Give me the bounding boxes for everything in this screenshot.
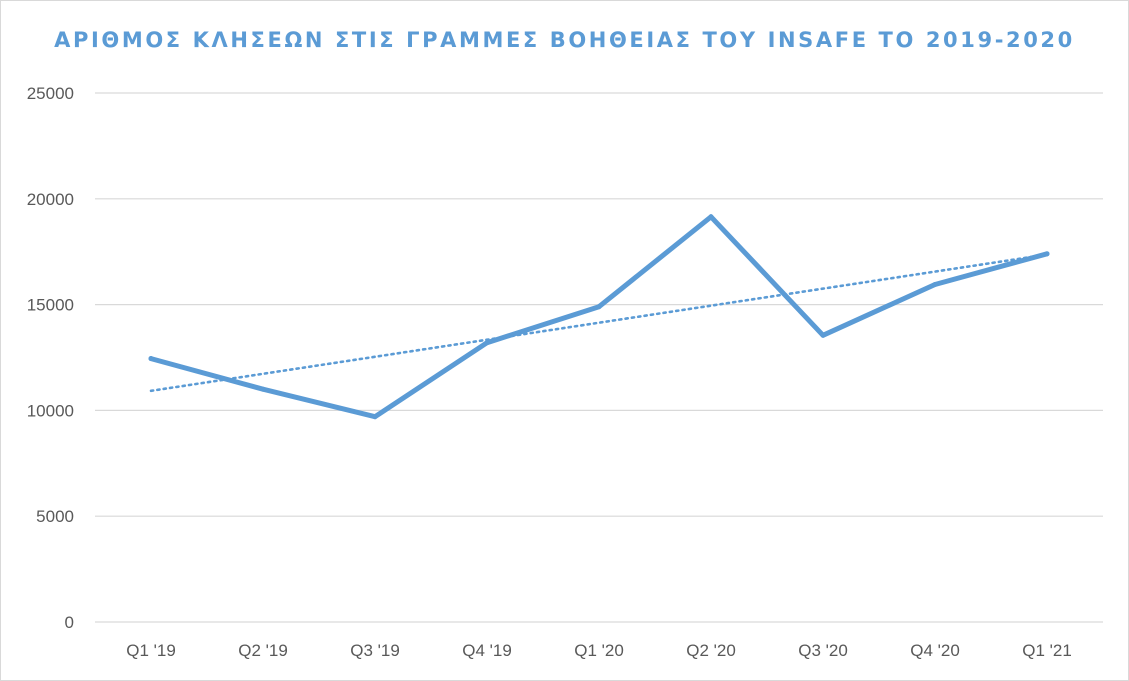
series-line xyxy=(148,214,1050,420)
data-point xyxy=(932,281,938,287)
y-tick-label: 15000 xyxy=(27,296,74,315)
chart-title: ΑΡΙΘΜΟΣ ΚΛΗΣΕΩΝ ΣΤΙΣ ΓΡΑΜΜΕΣ ΒΟΗΘΕΙΑΣ ΤΟ… xyxy=(54,28,1075,52)
x-tick-label: Q3 '19 xyxy=(350,641,400,660)
y-tick-label: 0 xyxy=(65,613,74,632)
data-point xyxy=(708,214,714,220)
trendline xyxy=(149,253,1049,393)
data-point xyxy=(1044,251,1050,257)
y-tick-label: 20000 xyxy=(27,190,74,209)
y-tick-label: 5000 xyxy=(36,507,74,526)
data-point xyxy=(484,340,490,346)
x-tick-label: Q1 '20 xyxy=(574,641,624,660)
x-tick-label: Q3 '20 xyxy=(798,641,848,660)
data-point xyxy=(260,386,266,392)
x-tick-label: Q2 '19 xyxy=(238,641,288,660)
x-tick-label: Q4 '20 xyxy=(910,641,960,660)
x-tick-label: Q1 '19 xyxy=(126,641,176,660)
data-point xyxy=(148,356,154,362)
y-tick-label: 10000 xyxy=(27,401,74,420)
data-point xyxy=(820,332,826,338)
x-tick-label: Q2 '20 xyxy=(686,641,736,660)
x-tick-label: Q4 '19 xyxy=(462,641,512,660)
y-tick-label: 25000 xyxy=(27,84,74,103)
data-point xyxy=(596,304,602,310)
data-point xyxy=(372,414,378,420)
x-tick-label: Q1 '21 xyxy=(1022,641,1072,660)
